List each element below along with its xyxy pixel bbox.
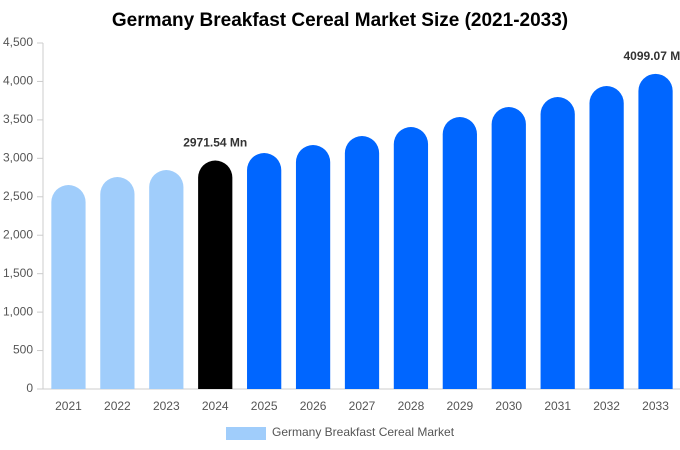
x-tick-label: 2025 xyxy=(251,399,278,413)
value-label: 4099.07 Mn xyxy=(624,49,680,63)
legend-label: Germany Breakfast Cereal Market xyxy=(272,425,455,439)
legend-swatch xyxy=(226,427,266,440)
x-tick-label: 2027 xyxy=(349,399,376,413)
value-label: 2971.54 Mn xyxy=(183,136,247,150)
x-tick-label: 2030 xyxy=(495,399,522,413)
x-tick-label: 2033 xyxy=(642,399,669,413)
bar xyxy=(149,170,184,389)
x-tick-label: 2031 xyxy=(544,399,571,413)
y-tick-label: 4,500 xyxy=(3,35,33,49)
y-tick-label: 3,500 xyxy=(3,112,33,126)
bar xyxy=(344,136,380,389)
y-tick-label: 500 xyxy=(13,343,33,357)
bar xyxy=(198,160,233,389)
x-tick-label: 2021 xyxy=(55,399,82,413)
x-tick-label: 2026 xyxy=(300,399,327,413)
bar xyxy=(100,177,135,389)
x-tick-label: 2032 xyxy=(593,399,620,413)
y-tick-label: 3,000 xyxy=(3,151,33,165)
bar xyxy=(295,145,331,389)
y-tick-label: 1,000 xyxy=(3,304,33,318)
x-tick-label: 2022 xyxy=(104,399,131,413)
y-tick-label: 0 xyxy=(26,381,33,395)
y-tick-label: 2,000 xyxy=(3,227,33,241)
bar xyxy=(589,86,624,390)
y-tick-label: 2,500 xyxy=(3,189,33,203)
x-tick-label: 2023 xyxy=(153,399,180,413)
x-tick-label: 2028 xyxy=(398,399,425,413)
bar xyxy=(393,127,429,389)
bar xyxy=(442,117,477,389)
bar xyxy=(638,73,673,390)
y-tick-label: 4,000 xyxy=(3,74,33,88)
bar xyxy=(491,107,526,389)
bar xyxy=(540,97,575,389)
bar xyxy=(51,185,86,389)
bar xyxy=(247,153,282,389)
x-tick-label: 2029 xyxy=(446,399,473,413)
x-tick-label: 2024 xyxy=(202,399,229,413)
y-tick-label: 1,500 xyxy=(3,266,33,280)
chart-title: Germany Breakfast Cereal Market Size (20… xyxy=(112,10,568,31)
